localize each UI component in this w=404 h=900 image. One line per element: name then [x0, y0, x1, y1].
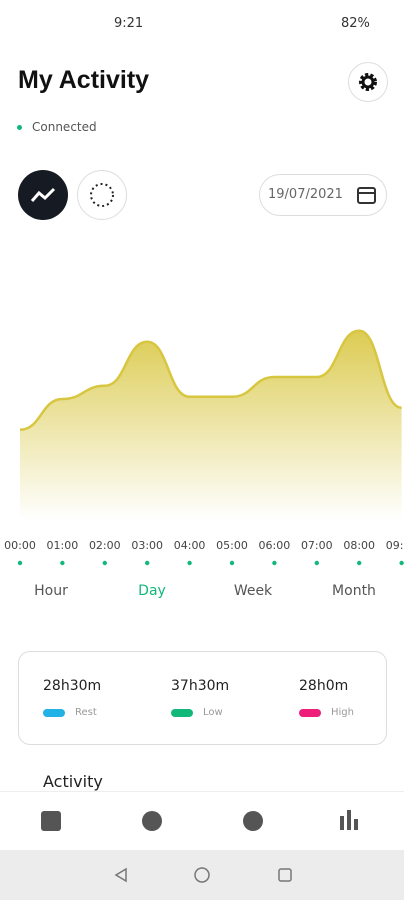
nav-icons — [41, 810, 358, 831]
calendar-icon — [357, 187, 376, 204]
connection-status: Connected — [32, 120, 97, 134]
x-tick-label: 04:00 — [174, 539, 206, 552]
period-tab[interactable]: Week — [233, 583, 273, 599]
summary-label: Low — [203, 707, 223, 718]
bottom-nav — [0, 791, 404, 851]
trend-icon — [30, 187, 56, 202]
x-tick-label: 06:00 — [259, 539, 291, 552]
x-tick-label: 09:00 — [386, 539, 404, 552]
x-tick-dot — [60, 560, 65, 566]
period-tab[interactable]: Hour — [34, 583, 68, 599]
back-button[interactable] — [114, 867, 127, 883]
x-tick-dot — [229, 560, 235, 566]
period-tab[interactable]: Month — [332, 583, 376, 599]
summary-swatch — [43, 709, 65, 717]
settings-button[interactable] — [348, 62, 388, 102]
x-tick-dot — [399, 560, 404, 566]
date-text: 19/07/2021 — [268, 187, 343, 202]
nav-journal[interactable] — [41, 811, 61, 831]
x-tick-dot — [314, 560, 319, 566]
recents-button[interactable] — [278, 868, 292, 882]
summary-value: 37h30m — [171, 678, 230, 694]
summary-value: 28h30m — [43, 678, 102, 694]
x-tick-dot — [17, 560, 23, 566]
x-tick-label: 07:00 — [301, 539, 333, 552]
battery: 82% — [341, 16, 370, 31]
gear-icon — [359, 73, 377, 91]
x-tick-dot — [102, 560, 108, 566]
activity-chart: 00:00 01:00 02:00 03:00 04:00 05:00 06:00 07:00… — [4, 329, 404, 566]
area-line — [19, 329, 402, 432]
summary-swatch — [299, 709, 321, 717]
x-tick-dot — [187, 560, 192, 566]
x-tick-label: 01:00 — [47, 539, 79, 552]
ring-view-button[interactable] — [77, 170, 127, 220]
area-fill — [20, 330, 402, 520]
x-tick-dot — [357, 560, 362, 566]
x-tick-label: 02:00 — [89, 539, 121, 552]
x-tick-label: 05:00 — [216, 539, 248, 552]
x-tick-label: 00:00 — [4, 539, 36, 552]
page-title: My Activity — [18, 66, 150, 94]
date-picker[interactable]: 19/07/2021 — [259, 174, 387, 216]
x-tick-dot — [145, 560, 150, 566]
status-dot — [17, 125, 22, 130]
section-title: Activity — [43, 772, 103, 791]
line-view-button[interactable] — [18, 170, 68, 220]
summary-swatch — [171, 709, 193, 717]
system-buttons — [114, 867, 292, 883]
ring-icon — [90, 183, 114, 207]
x-tick-label: 08:00 — [343, 539, 375, 552]
home-button[interactable] — [194, 867, 210, 883]
x-tick-label: 03:00 — [131, 539, 163, 552]
x-tick-dot — [272, 560, 277, 566]
nav-chat[interactable] — [142, 811, 162, 831]
summary-card — [18, 651, 387, 745]
clock: 9:21 — [114, 16, 144, 31]
summary-label: Rest — [75, 707, 97, 718]
period-tab[interactable]: Day — [138, 583, 166, 599]
summary-label: High — [331, 707, 354, 718]
summary-value: 28h0m — [299, 678, 349, 694]
nav-stats[interactable] — [340, 810, 358, 830]
nav-globe[interactable] — [243, 811, 263, 831]
system-nav — [0, 850, 404, 900]
